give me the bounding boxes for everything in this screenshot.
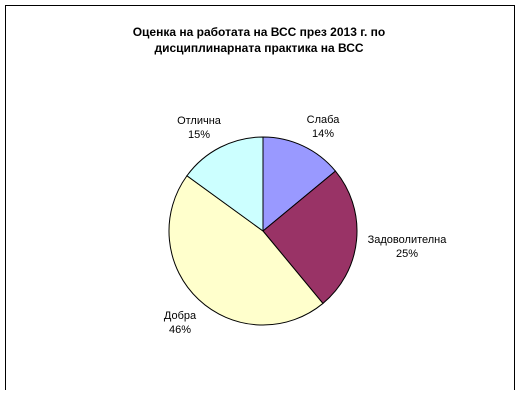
slice-label-zadovolitelna-value: 25%: [337, 247, 477, 261]
slice-label-otlichna-value: 15%: [129, 128, 269, 142]
slice-label-slaba: Слаба 14%: [253, 113, 393, 141]
slice-label-dobra: Добра 46%: [110, 309, 250, 337]
slice-label-zadovolitelna-category: Задоволителна: [337, 233, 477, 247]
slice-label-slaba-value: 14%: [253, 127, 393, 141]
slice-label-zadovolitelna: Задоволителна 25%: [337, 233, 477, 261]
slice-label-otlichna: Отлична 15%: [129, 114, 269, 142]
slice-label-dobra-value: 46%: [110, 323, 250, 337]
slice-label-otlichna-category: Отлична: [129, 114, 269, 128]
slice-label-slaba-category: Слаба: [253, 113, 393, 127]
slice-label-dobra-category: Добра: [110, 309, 250, 323]
